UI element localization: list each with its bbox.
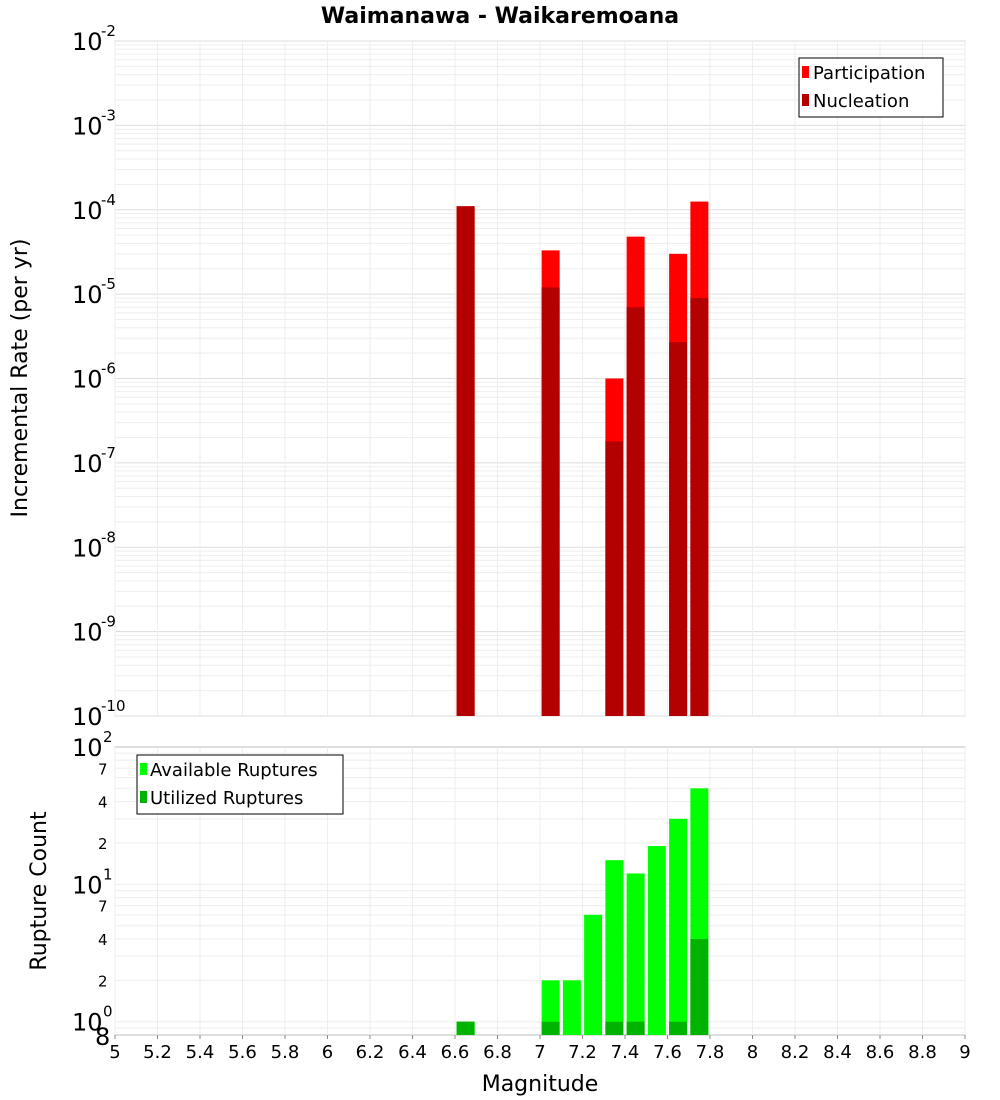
available-ruptures-legend-swatch [140,763,147,775]
available-ruptures-bar [647,846,666,1035]
top-y-tick-exponent: -2 [101,22,116,40]
x-tick-label: 8.8 [908,1042,937,1063]
top-y-tick-base: 10 [72,703,103,731]
utilized-ruptures-legend-swatch [140,791,147,803]
x-tick-label: 8.4 [823,1042,852,1063]
available-ruptures-bar [669,818,688,1035]
bottom-y-minor-tick: 2 [98,835,108,853]
x-tick-label: 5.4 [186,1042,215,1063]
utilized-ruptures-bar [626,1021,645,1035]
x-tick-label: 5.2 [143,1042,172,1063]
bottom-y-tick-base: 10 [72,1009,103,1037]
bottom-y-minor-tick: 2 [98,972,108,990]
top-y-tick-exponent: -3 [101,106,116,124]
bottom-y-tick-base: 10 [72,871,103,899]
chart-title: Waimanawa - Waikaremoana [321,4,679,29]
top-y-tick-exponent: -4 [101,191,116,209]
utilized-ruptures-bar [605,1021,624,1035]
nucleation-legend-swatch [802,94,809,106]
top-y-tick-base: 10 [72,28,103,56]
x-tick-label: 7.8 [696,1042,725,1063]
top-y-tick-base: 10 [72,281,103,309]
top-y-tick-exponent: -9 [101,613,116,631]
top-y-tick-exponent: -7 [101,444,116,462]
nucleation-bar [456,206,475,716]
top-y-tick-base: 10 [72,366,103,394]
utilized-ruptures-bar [669,1021,688,1035]
x-tick-label: 6 [322,1042,333,1063]
nucleation-legend-label: Nucleation [813,91,909,112]
utilized-ruptures-bar [690,939,709,1035]
top-y-tick-exponent: -6 [101,360,116,378]
bottom-y-axis-label: Rupture Count [27,811,52,971]
top-y-tick-base: 10 [72,619,103,647]
bottom-y-tick-exponent: 2 [103,728,113,746]
x-tick-label: 6.6 [441,1042,470,1063]
available-ruptures-bar [626,873,645,1035]
bottom-y-tick-exponent: 1 [103,865,113,883]
x-axis-label: Magnitude [482,1072,599,1097]
available-ruptures-bar [541,980,560,1035]
available-ruptures-bar [562,980,581,1035]
nucleation-bar [626,307,645,716]
x-tick-label: 7.6 [653,1042,682,1063]
top-bars [456,201,709,717]
top-y-tick-base: 10 [72,197,103,225]
x-tick-label: 8 [747,1042,758,1063]
bottom-legend: Available Ruptures Utilized Ruptures [136,754,344,815]
x-tick-label: 7 [534,1042,545,1063]
bottom-y-tick-exponent: 0 [103,1003,113,1021]
x-tick-label: 9 [959,1042,970,1063]
top-y-tick-base: 10 [72,112,103,140]
top-y-tick-base: 10 [72,534,103,562]
nucleation-bar [541,287,560,716]
top-y-tick-exponent: -5 [101,275,116,293]
utilized-ruptures-bar [456,1021,475,1035]
x-tick-label: 8.2 [781,1042,810,1063]
top-y-ticks: 10-210-310-410-510-610-710-810-910-10 [72,22,126,731]
bottom-legend-box [136,754,344,815]
x-tick-label: 5.8 [271,1042,300,1063]
available-ruptures-legend-label: Available Ruptures [150,760,318,781]
top-y-tick-exponent: -10 [101,697,126,715]
bottom-y-minor-tick: 8 [95,1023,110,1051]
x-tick-label: 7.2 [568,1042,597,1063]
x-tick-label: 7.4 [611,1042,640,1063]
participation-legend-swatch [802,66,809,78]
top-grid [114,40,966,717]
participation-legend-label: Participation [813,63,925,84]
x-tick-label: 6.4 [398,1042,427,1063]
bottom-y-tick-base: 10 [72,734,103,762]
top-y-tick-exponent: -8 [101,528,116,546]
top-plot: 10-210-310-410-510-610-710-810-910-10 In… [8,22,966,731]
top-legend: Participation Nucleation [798,57,944,118]
top-legend-box [798,57,944,118]
nucleation-bar [605,441,624,716]
bottom-y-minor-tick: 7 [98,760,108,778]
top-y-tick-base: 10 [72,450,103,478]
available-ruptures-bar [584,914,603,1035]
x-tick-label: 6.8 [483,1042,512,1063]
x-tick-label: 8.6 [866,1042,895,1063]
bottom-y-minor-tick: 4 [98,931,108,949]
utilized-ruptures-bar [541,1021,560,1035]
bottom-bars [456,788,709,1035]
top-y-axis-label: Incremental Rate (per yr) [8,239,33,518]
nucleation-bar [690,297,709,716]
x-tick-label: 5 [109,1042,120,1063]
x-tick-label: 5.6 [228,1042,257,1063]
x-tick-label: 6.2 [356,1042,385,1063]
available-ruptures-bar [605,860,624,1035]
bottom-y-minor-tick: 4 [98,794,108,812]
x-ticks: 5 5.2 5.4 5.6 5.8 6 6.2 6.4 6.6 6.8 7 7.2 7.4 7.6 7.8 8… [109,1035,971,1063]
utilized-ruptures-legend-label: Utilized Ruptures [150,788,303,809]
nucleation-bar [669,342,688,716]
bottom-y-minor-tick: 7 [98,898,108,916]
